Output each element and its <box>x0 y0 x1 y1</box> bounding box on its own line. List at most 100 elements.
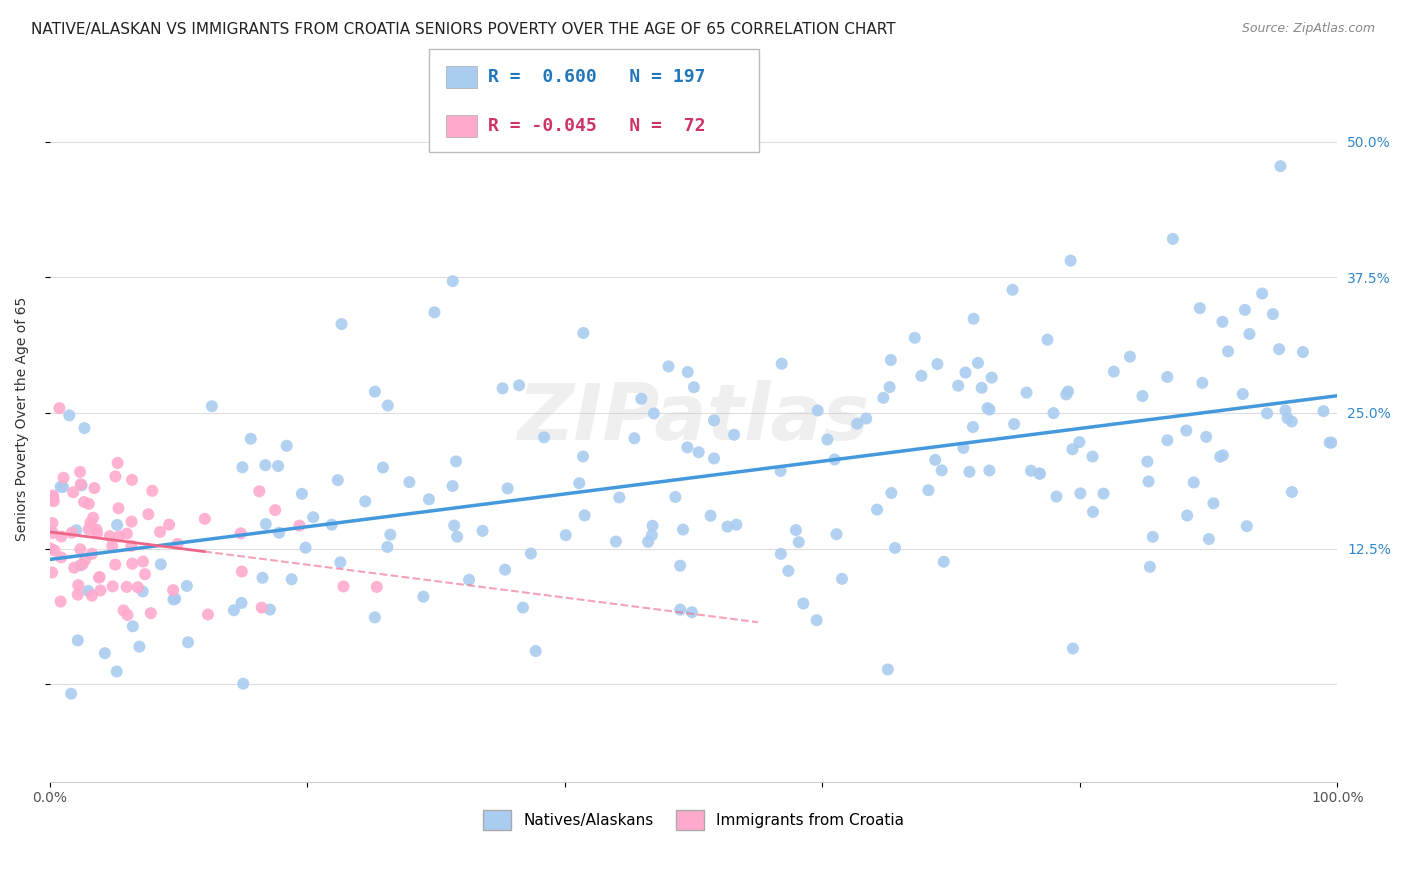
Point <box>664 490 686 504</box>
Point <box>267 458 290 473</box>
Point <box>1270 159 1292 173</box>
Point <box>520 547 543 561</box>
Point <box>979 402 1001 417</box>
Point <box>815 433 838 447</box>
Point <box>79 516 101 530</box>
Point <box>42 488 65 502</box>
Point <box>917 483 939 498</box>
Point <box>471 524 494 538</box>
Point <box>1139 559 1161 574</box>
Point <box>1202 496 1225 510</box>
Point <box>73 495 96 509</box>
Point <box>82 510 104 524</box>
Point <box>121 619 143 633</box>
Point <box>725 517 748 532</box>
Point <box>605 534 627 549</box>
Point <box>681 605 703 619</box>
Point <box>86 526 108 541</box>
Point <box>364 384 387 399</box>
Point <box>669 602 692 616</box>
Point <box>1195 430 1218 444</box>
Point <box>332 579 354 593</box>
Point <box>962 420 984 434</box>
Point <box>101 539 124 553</box>
Point <box>98 529 121 543</box>
Point <box>412 590 434 604</box>
Point <box>846 417 869 431</box>
Point <box>959 465 981 479</box>
Point <box>976 401 998 416</box>
Point <box>824 452 846 467</box>
Point <box>1001 283 1024 297</box>
Point <box>149 558 172 572</box>
Point <box>162 583 184 598</box>
Point <box>1312 404 1334 418</box>
Point <box>101 579 124 593</box>
Point <box>683 380 706 394</box>
Point <box>157 517 180 532</box>
Point <box>441 479 464 493</box>
Point <box>787 535 810 549</box>
Point <box>48 401 70 416</box>
Point <box>138 507 160 521</box>
Point <box>194 512 217 526</box>
Point <box>42 525 65 540</box>
Point <box>69 477 91 491</box>
Point <box>107 456 129 470</box>
Point <box>264 503 287 517</box>
Point <box>927 357 949 371</box>
Point <box>267 525 290 540</box>
Point <box>931 463 953 477</box>
Point <box>49 480 72 494</box>
Point <box>910 368 932 383</box>
Point <box>177 635 200 649</box>
Point <box>952 441 974 455</box>
Point <box>86 523 108 537</box>
Point <box>946 378 969 392</box>
Point <box>73 421 96 435</box>
Point <box>1092 486 1115 500</box>
Point <box>121 557 143 571</box>
Point <box>1212 448 1234 462</box>
Point <box>197 607 219 622</box>
Point <box>127 580 149 594</box>
Point <box>672 523 695 537</box>
Point <box>105 665 128 679</box>
Point <box>716 519 738 533</box>
Point <box>418 492 440 507</box>
Point <box>1209 450 1232 464</box>
Point <box>166 537 188 551</box>
Y-axis label: Seniors Poverty Over the Age of 65: Seniors Poverty Over the Age of 65 <box>15 296 30 541</box>
Point <box>69 465 91 479</box>
Point <box>446 530 468 544</box>
Point <box>354 494 377 508</box>
Point <box>134 567 156 582</box>
Point <box>364 610 387 624</box>
Point <box>524 644 547 658</box>
Point <box>239 432 262 446</box>
Point <box>441 274 464 288</box>
Point <box>115 526 138 541</box>
Point <box>72 558 94 572</box>
Point <box>630 392 652 406</box>
Text: ZIPatlas: ZIPatlas <box>517 380 870 457</box>
Point <box>1059 253 1081 268</box>
Point <box>703 413 725 427</box>
Legend: Natives/Alaskans, Immigrants from Croatia: Natives/Alaskans, Immigrants from Croati… <box>477 804 910 836</box>
Point <box>247 484 270 499</box>
Point <box>1188 301 1211 315</box>
Point <box>41 566 63 580</box>
Point <box>1232 387 1254 401</box>
Point <box>657 359 679 374</box>
Point <box>637 534 659 549</box>
Point <box>703 451 725 466</box>
Point <box>533 430 555 444</box>
Point <box>1182 475 1205 490</box>
Point <box>1054 387 1077 401</box>
Point <box>1251 286 1274 301</box>
Point <box>572 326 595 340</box>
Point <box>162 592 184 607</box>
Point <box>1081 450 1104 464</box>
Point <box>1261 307 1284 321</box>
Point <box>825 527 848 541</box>
